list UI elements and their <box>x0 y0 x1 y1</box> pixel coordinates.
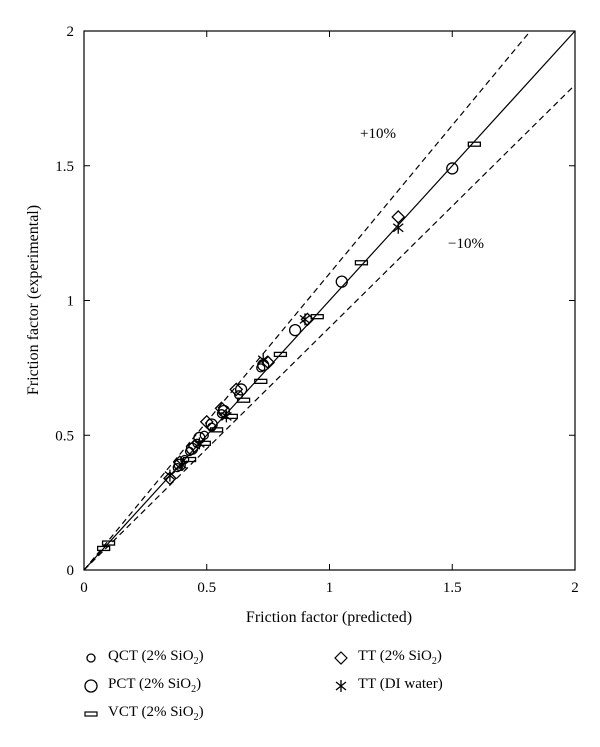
point-vct <box>273 351 288 358</box>
circle-large-icon <box>84 678 98 693</box>
point-vct <box>236 397 251 403</box>
annotation-plus-10: +10% <box>360 126 396 142</box>
point-tt-di <box>176 458 188 471</box>
legend: QCT (2% SiO2) PCT (2% SiO2) VCT (2% SiO2… <box>84 648 584 738</box>
y-tick-label: 1.5 <box>55 159 74 175</box>
point-tt-di <box>193 437 205 450</box>
chart-canvas: 0 0.5 1 1.5 2 0 0.5 1 1.5 2 Friction factor (pred… <box>25 24 579 626</box>
point-pct <box>446 162 459 175</box>
point-tt <box>172 455 187 470</box>
point-vct <box>224 413 238 420</box>
y-tick-label: 0 <box>67 563 75 579</box>
legend-label: QCT (2% SiO2) <box>108 648 204 667</box>
asterisk-icon <box>335 679 347 692</box>
point-tt <box>199 414 214 429</box>
circle-small-icon <box>86 652 96 663</box>
y-axis-title: Friction factor (experimental) <box>25 205 42 395</box>
x-tick-label: 2 <box>571 580 579 596</box>
legend-label: TT (DI water) <box>358 676 443 692</box>
legend-label: TT (2% SiO2) <box>358 648 442 667</box>
legend-item-pct: PCT (2% SiO2) <box>84 676 201 695</box>
legend-item-tt: TT (2% SiO2) <box>334 648 442 667</box>
point-vct <box>467 141 481 147</box>
point-tt <box>214 401 229 416</box>
legend-item-vct: VCT (2% SiO2) <box>84 704 204 723</box>
point-pct <box>288 323 302 337</box>
point-tt <box>163 471 177 486</box>
y-tick-label: 1 <box>67 294 75 310</box>
legend-item-qct: QCT (2% SiO2) <box>84 648 204 667</box>
x-tick-label: 0.5 <box>197 580 216 596</box>
point-vct <box>354 260 369 266</box>
x-tick-label: 1 <box>326 580 334 596</box>
point-qct <box>172 462 182 473</box>
point-tt-di <box>392 221 404 234</box>
reference-line-2 <box>83 84 576 571</box>
reference-line-1 <box>83 30 531 571</box>
point-vct <box>101 540 116 546</box>
diamond-icon <box>334 650 348 665</box>
axis-ticks: 0 0.5 1 1.5 2 0 0.5 1 1.5 2 <box>55 24 579 596</box>
data-points <box>96 141 481 552</box>
point-pct <box>173 458 186 472</box>
legend-item-tt-di: TT (DI water) <box>334 676 443 695</box>
point-vct <box>254 378 268 385</box>
point-tt-di <box>299 313 311 326</box>
x-axis-title: Friction factor (predicted) <box>246 609 412 626</box>
annotation-minus-10: −10% <box>448 236 484 252</box>
point-tt <box>229 382 244 397</box>
point-pct <box>205 418 218 431</box>
y-tick-label: 2 <box>67 24 75 40</box>
point-tt-di <box>257 353 269 366</box>
point-qct <box>256 363 266 373</box>
point-vct <box>96 545 111 552</box>
y-tick-label: 0.5 <box>55 428 74 444</box>
point-qct <box>216 409 227 419</box>
point-tt-di <box>164 469 176 482</box>
legend-label: VCT (2% SiO2) <box>108 704 204 723</box>
point-pct <box>234 383 248 396</box>
reference-line-0 <box>83 30 576 571</box>
point-tt-di <box>220 410 232 423</box>
legend-label: PCT (2% SiO2) <box>108 676 202 695</box>
reference-lines <box>83 30 576 571</box>
dash-marker-icon <box>84 710 98 717</box>
x-tick-label: 1.5 <box>443 580 462 596</box>
point-pct <box>335 275 348 288</box>
point-vct <box>209 427 224 433</box>
x-tick-label: 0 <box>80 580 88 596</box>
